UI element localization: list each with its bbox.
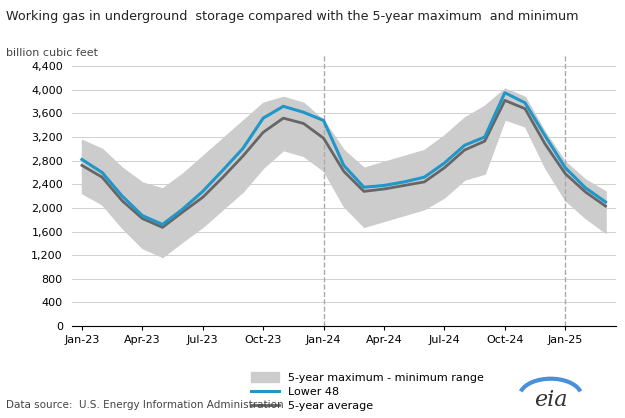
Legend: 5-year maximum - minimum range, Lower 48, 5-year average: 5-year maximum - minimum range, Lower 48… (251, 372, 484, 411)
Text: Working gas in underground  storage compared with the 5-year maximum  and minimu: Working gas in underground storage compa… (6, 10, 579, 23)
Text: Data source:  U.S. Energy Information Administration: Data source: U.S. Energy Information Adm… (6, 400, 284, 410)
Text: eia: eia (534, 389, 568, 411)
Text: billion cubic feet: billion cubic feet (6, 48, 98, 58)
